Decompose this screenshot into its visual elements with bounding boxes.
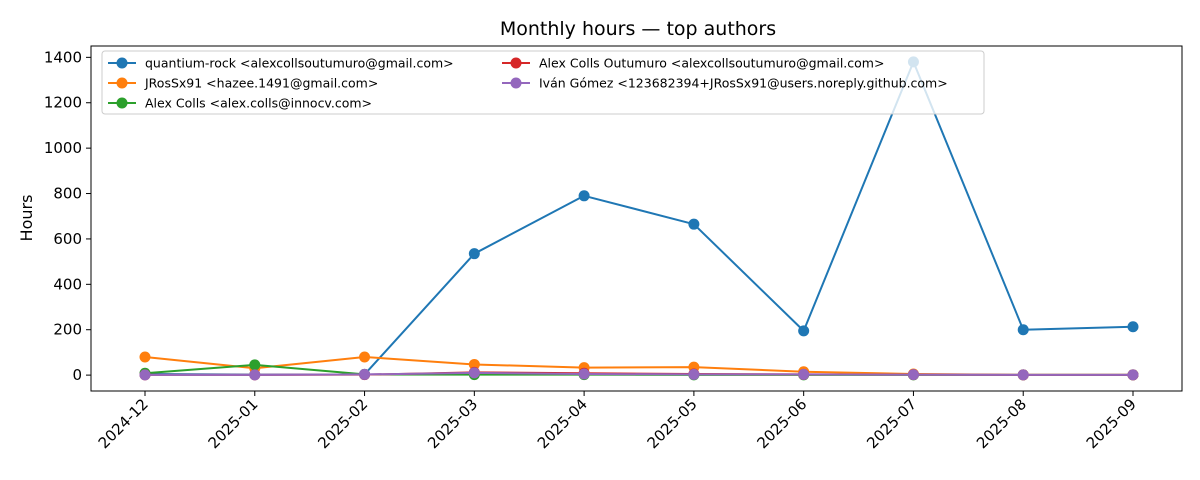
legend: quantium-rock <alexcollsoutumuro@gmail.c… [101, 50, 985, 115]
data-point [578, 368, 590, 380]
data-point [798, 325, 810, 337]
series-1 [139, 351, 1139, 381]
y-tick-label: 200 [53, 321, 82, 339]
data-point [359, 368, 371, 380]
legend-item: Iván Gómez <123682394+JRosSx91@users.nor… [502, 76, 948, 91]
x-tick-label: 2025-08 [973, 395, 1030, 452]
data-point [688, 218, 700, 230]
legend-item: Alex Colls Outumuro <alexcollsoutumuro@g… [502, 56, 884, 71]
legend-label: Alex Colls <alex.colls@innocv.com> [145, 96, 372, 111]
y-axis-label: Hours [17, 195, 36, 242]
x-tick-label: 2025-07 [863, 395, 920, 452]
y-tick-label: 400 [53, 275, 82, 293]
x-tick-label: 2024-12 [95, 395, 152, 452]
data-point [359, 351, 371, 363]
legend-label: quantium-rock <alexcollsoutumuro@gmail.c… [145, 56, 454, 71]
y-tick-label: 1400 [44, 48, 82, 66]
series-2 [139, 359, 1139, 381]
legend-label: Iván Gómez <123682394+JRosSx91@users.nor… [539, 76, 948, 91]
y-tick-label: 1200 [44, 94, 82, 112]
data-point [139, 369, 151, 381]
legend-marker [116, 57, 128, 69]
series-4 [139, 367, 1139, 381]
legend-item: JRosSx91 <hazee.1491@gmail.com> [108, 76, 378, 91]
y-tick-label: 1000 [44, 139, 82, 157]
data-point [249, 369, 261, 381]
data-point [798, 368, 810, 380]
x-tick-label: 2025-05 [644, 395, 701, 452]
x-tick-label: 2025-03 [424, 395, 481, 452]
x-tick-label: 2025-09 [1083, 395, 1140, 452]
x-tick-label: 2025-02 [314, 395, 371, 452]
x-tick-label: 2025-06 [753, 395, 810, 452]
legend-marker [116, 97, 128, 109]
legend-box [101, 50, 985, 115]
legend-marker [510, 77, 522, 89]
data-point [468, 367, 480, 379]
chart-title: Monthly hours — top authors [500, 18, 776, 40]
y-tick-label: 800 [53, 185, 82, 203]
axes-frame [90, 45, 1183, 392]
data-point [1127, 369, 1139, 381]
data-point [1017, 369, 1029, 381]
data-point [249, 359, 261, 371]
data-point [468, 248, 480, 260]
data-point [468, 358, 480, 370]
legend-marker [116, 77, 128, 89]
data-point [688, 368, 700, 380]
legend-marker [510, 57, 522, 69]
data-point [1017, 324, 1029, 336]
data-point [1127, 321, 1139, 333]
legend-item: Alex Colls <alex.colls@innocv.com> [108, 96, 372, 111]
data-point [907, 369, 919, 381]
legend-label: Alex Colls Outumuro <alexcollsoutumuro@g… [539, 56, 884, 71]
y-tick-label: 0 [72, 366, 82, 384]
data-point [578, 190, 590, 202]
x-tick-label: 2025-01 [205, 395, 262, 452]
legend-label: JRosSx91 <hazee.1491@gmail.com> [144, 76, 378, 91]
data-point [139, 351, 151, 363]
x-tick-label: 2025-04 [534, 395, 591, 452]
y-tick-label: 600 [53, 230, 82, 248]
series-line [145, 371, 1133, 376]
series-line [144, 355, 1133, 376]
legend-item: quantium-rock <alexcollsoutumuro@gmail.c… [108, 56, 454, 71]
